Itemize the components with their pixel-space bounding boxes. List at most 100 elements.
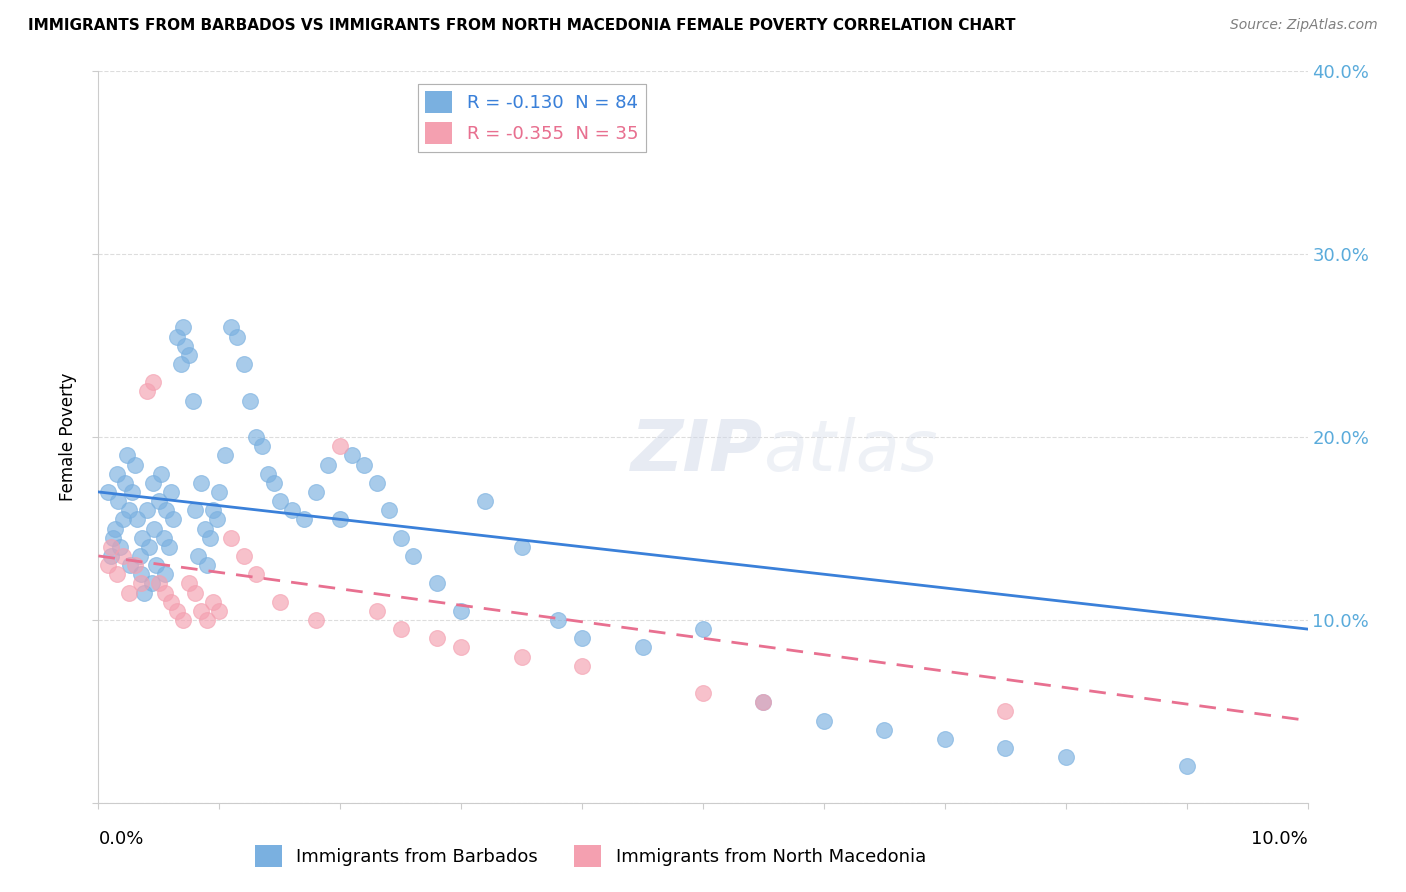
Point <box>166 329 188 343</box>
Point <box>121 485 143 500</box>
Point <box>510 649 533 664</box>
Point <box>366 604 388 618</box>
Point <box>179 348 201 362</box>
Point <box>692 686 714 700</box>
Point <box>97 485 120 500</box>
Legend: Immigrants from Barbados, Immigrants from North Macedonia: Immigrants from Barbados, Immigrants fro… <box>247 838 934 874</box>
Point <box>150 467 173 481</box>
Point <box>547 613 569 627</box>
Point <box>752 695 775 709</box>
Point <box>172 320 194 334</box>
Point <box>138 540 160 554</box>
Point <box>245 567 267 582</box>
Point <box>353 458 375 472</box>
Point <box>226 329 249 343</box>
Point <box>181 393 204 408</box>
Point <box>118 503 141 517</box>
Point <box>153 585 176 599</box>
Point <box>142 475 165 490</box>
Point <box>169 357 191 371</box>
Point <box>184 585 207 599</box>
Point <box>134 585 156 599</box>
Point <box>195 558 218 573</box>
Point <box>214 448 236 462</box>
Legend: R = -0.130  N = 84, R = -0.355  N = 35: R = -0.130 N = 84, R = -0.355 N = 35 <box>418 84 645 152</box>
Point <box>174 338 197 352</box>
Text: 0.0%: 0.0% <box>98 830 143 848</box>
Point <box>160 594 183 608</box>
Point <box>157 540 180 554</box>
Point <box>117 448 139 462</box>
Point <box>256 467 278 481</box>
Point <box>118 585 141 599</box>
Point <box>166 604 188 618</box>
Point <box>377 503 399 517</box>
Point <box>135 384 157 399</box>
Point <box>179 576 201 591</box>
Point <box>190 604 212 618</box>
Point <box>305 613 328 627</box>
Point <box>100 549 122 563</box>
Point <box>195 613 218 627</box>
Point <box>107 494 129 508</box>
Text: IMMIGRANTS FROM BARBADOS VS IMMIGRANTS FROM NORTH MACEDONIA FEMALE POVERTY CORRE: IMMIGRANTS FROM BARBADOS VS IMMIGRANTS F… <box>28 18 1015 33</box>
Point <box>250 439 273 453</box>
Point <box>162 512 184 526</box>
Point <box>426 632 449 646</box>
Point <box>281 503 304 517</box>
Point <box>205 512 228 526</box>
Point <box>366 475 388 490</box>
Point <box>108 540 131 554</box>
Point <box>155 503 177 517</box>
Point <box>145 558 167 573</box>
Point <box>813 714 835 728</box>
Point <box>692 622 714 636</box>
Point <box>329 439 352 453</box>
Point <box>873 723 896 737</box>
Point <box>135 503 157 517</box>
Point <box>631 640 654 655</box>
Point <box>269 494 291 508</box>
Point <box>239 393 262 408</box>
Point <box>571 632 593 646</box>
Point <box>190 475 212 490</box>
Point <box>101 531 124 545</box>
Point <box>153 567 176 582</box>
Point <box>111 549 134 563</box>
Point <box>172 613 194 627</box>
Point <box>124 458 146 472</box>
Point <box>1054 750 1077 764</box>
Point <box>127 512 149 526</box>
Point <box>232 549 254 563</box>
Point <box>124 558 146 573</box>
Point <box>129 576 152 591</box>
Point <box>450 640 472 655</box>
Point <box>389 531 412 545</box>
Point <box>202 503 225 517</box>
Text: ZIP: ZIP <box>631 417 763 486</box>
Point <box>510 540 533 554</box>
Point <box>402 549 425 563</box>
Point <box>148 494 170 508</box>
Point <box>994 705 1017 719</box>
Point <box>198 531 221 545</box>
Point <box>571 658 593 673</box>
Point <box>474 494 496 508</box>
Point <box>245 430 267 444</box>
Point <box>994 740 1017 755</box>
Point <box>329 512 352 526</box>
Text: Source: ZipAtlas.com: Source: ZipAtlas.com <box>1230 18 1378 32</box>
Point <box>100 540 122 554</box>
Point <box>148 576 170 591</box>
Point <box>114 475 136 490</box>
Point <box>141 576 163 591</box>
Point <box>202 594 225 608</box>
Point <box>752 695 775 709</box>
Point <box>389 622 412 636</box>
Point <box>208 485 231 500</box>
Point <box>305 485 328 500</box>
Point <box>187 549 209 563</box>
Point <box>426 576 449 591</box>
Point <box>105 467 128 481</box>
Point <box>184 503 207 517</box>
